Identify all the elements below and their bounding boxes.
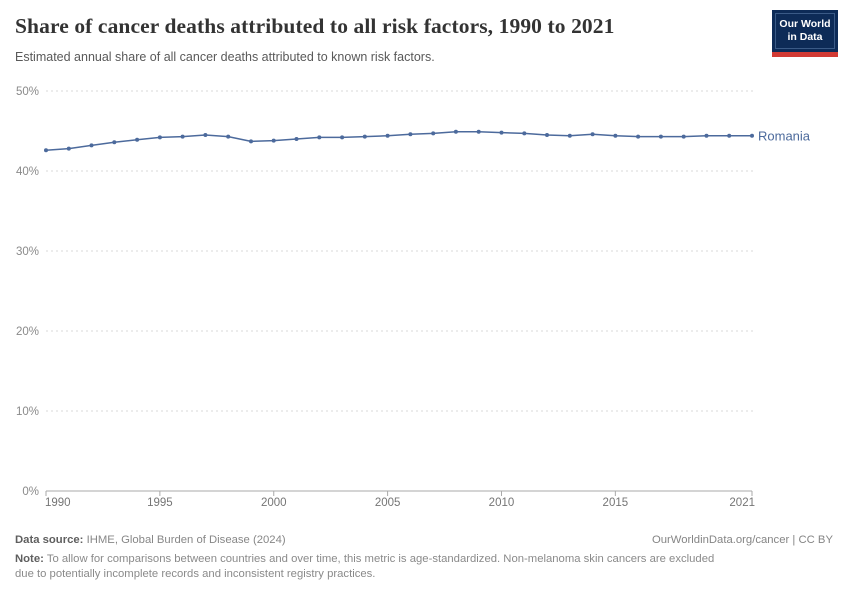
data-point-marker[interactable] [408,132,413,137]
data-point-marker[interactable] [499,130,504,135]
x-tick-label: 1995 [147,497,173,509]
y-tick-label: 10% [16,406,39,418]
data-point-marker[interactable] [66,146,71,151]
data-point-marker[interactable] [613,133,618,138]
data-point-marker[interactable] [340,135,345,140]
data-point-marker[interactable] [704,133,709,138]
romania-line[interactable] [45,131,752,151]
owid-logo[interactable]: Our World in Data [772,10,838,57]
y-tick-label: 40% [16,166,39,178]
y-tick-label: 50% [16,86,39,98]
data-point-marker[interactable] [636,134,641,139]
data-point-marker[interactable] [431,131,436,136]
data-point-marker[interactable] [294,137,299,141]
data-point-marker[interactable] [249,139,253,144]
note-text: To allow for comparisons between countri… [15,553,715,580]
y-tick-label: 20% [16,326,39,338]
data-point-marker[interactable] [157,135,162,140]
x-tick-label: 2010 [489,497,515,509]
data-point-marker[interactable] [271,138,276,143]
data-source: Data source: IHME, Global Burden of Dise… [15,533,286,548]
data-point-marker[interactable] [135,137,140,142]
chart-subtitle: Estimated annual share of all cancer dea… [15,50,435,64]
data-point-marker[interactable] [112,140,117,145]
data-point-marker[interactable] [385,133,390,138]
series-label[interactable]: Romania [758,128,811,143]
data-point-marker[interactable] [567,133,572,138]
logo-red-bar [772,52,838,57]
owid-logo-text: Our World in Data [775,13,835,49]
data-point-marker[interactable] [362,134,367,139]
data-point-marker[interactable] [545,133,549,137]
data-point-marker[interactable] [476,129,481,134]
data-point-marker[interactable] [89,143,94,148]
page-title: Share of cancer deaths attributed to all… [15,14,615,38]
chart-footer: Data source: IHME, Global Burden of Dise… [15,533,833,582]
x-tick-label: 2021 [729,497,755,509]
data-point-marker[interactable] [522,131,527,136]
logo-line-1: Our World [779,18,831,30]
data-point-marker[interactable] [658,134,663,139]
owid-cc-by-link[interactable]: OurWorldinData.org/cancer | CC BY [651,534,833,546]
data-point-marker[interactable] [590,132,595,137]
data-point-marker[interactable] [453,129,458,134]
chart-note: Note: To allow for comparisons between c… [15,552,727,582]
data-point-marker[interactable] [203,133,208,137]
data-point-marker[interactable] [44,148,48,153]
y-tick-label: 0% [22,486,39,498]
data-source-label: Data source: [15,534,84,546]
data-point-marker[interactable] [750,133,754,138]
x-tick-label: 1990 [45,497,71,509]
data-point-marker[interactable] [226,134,231,139]
x-tick-label: 2000 [261,497,287,509]
note-label: Note: [15,553,44,565]
data-point-marker[interactable] [317,135,322,140]
data-point-marker[interactable] [727,133,732,138]
data-point-marker[interactable] [180,134,185,139]
x-tick-label: 2005 [375,497,401,509]
line-chart: 0% 10% 20% 30% 40% 50% 1990 1995 2000 2005 2010 201… [16,86,811,509]
logo-line-2: in Data [787,30,823,43]
data-source-text: IHME, Global Burden of Disease (2024) [86,534,286,546]
y-tick-label: 30% [16,246,39,258]
x-tick-label: 2015 [603,497,629,509]
data-point-marker[interactable] [681,134,686,139]
